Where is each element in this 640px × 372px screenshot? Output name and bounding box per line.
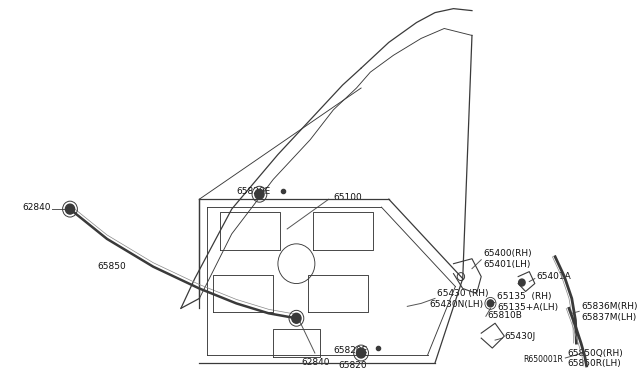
Text: 65135+A(LH): 65135+A(LH): [497, 303, 558, 312]
Text: 65850: 65850: [98, 262, 127, 271]
Text: 65135  (RH): 65135 (RH): [497, 292, 552, 301]
Text: 65100: 65100: [333, 193, 362, 202]
Text: 65820: 65820: [338, 362, 367, 371]
Text: 65400(RH): 65400(RH): [483, 249, 532, 258]
Text: 65430 (RH): 65430 (RH): [437, 289, 488, 298]
Text: 65837M(LH): 65837M(LH): [581, 313, 636, 322]
Circle shape: [255, 189, 264, 199]
Text: 62840: 62840: [23, 203, 51, 212]
Text: 65820E: 65820E: [333, 346, 367, 355]
Circle shape: [518, 279, 525, 286]
Circle shape: [65, 204, 75, 214]
Circle shape: [487, 300, 493, 307]
Text: 65430J: 65430J: [504, 332, 536, 341]
Text: R650001R: R650001R: [523, 356, 563, 365]
Text: 65430N(LH): 65430N(LH): [429, 300, 484, 309]
Text: 65810B: 65810B: [488, 311, 522, 320]
Text: 62840: 62840: [301, 359, 330, 368]
Text: 65850Q(RH): 65850Q(RH): [567, 349, 623, 357]
Text: 65836M(RH): 65836M(RH): [581, 302, 637, 311]
Circle shape: [356, 348, 365, 358]
Text: 65820E: 65820E: [236, 187, 271, 196]
Text: 65850R(LH): 65850R(LH): [567, 359, 621, 368]
Text: 65401(LH): 65401(LH): [483, 260, 531, 269]
Circle shape: [292, 313, 301, 323]
Text: 65401A: 65401A: [537, 272, 572, 281]
